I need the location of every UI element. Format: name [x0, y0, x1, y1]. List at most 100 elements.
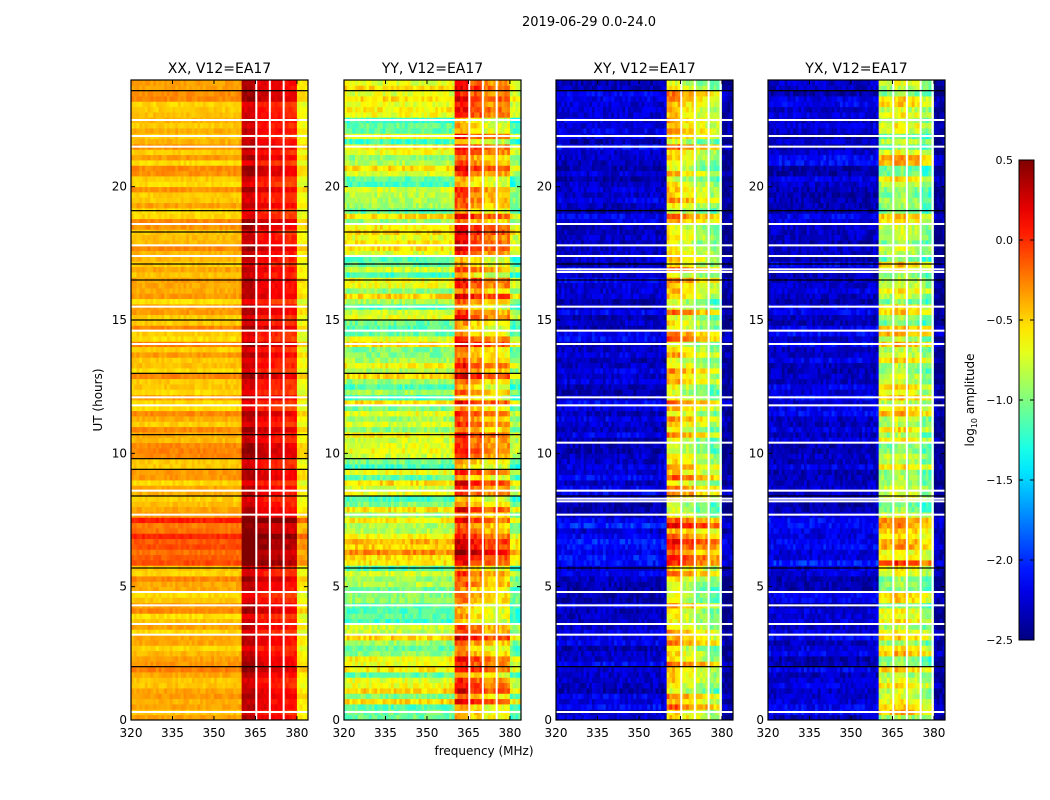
heatmap-cell: [180, 586, 184, 593]
heatmap-cell: [277, 309, 281, 316]
heatmap-cell: [236, 330, 240, 337]
heatmap-cell: [172, 645, 176, 652]
heatmap-cell: [294, 416, 298, 422]
heatmap-cell: [153, 448, 157, 454]
heatmap-cell: [161, 330, 165, 337]
heatmap-cell: [216, 336, 220, 342]
heatmap-cell: [296, 528, 301, 534]
heatmap-cell: [291, 336, 295, 342]
heatmap-cell: [178, 373, 182, 380]
heatmap-cell: [233, 672, 237, 678]
heatmap-cell: [158, 618, 162, 625]
heatmap-cell: [155, 362, 160, 369]
heatmap-cell: [183, 656, 187, 662]
heatmap-cell: [183, 474, 187, 481]
heatmap-cell: [236, 645, 240, 652]
heatmap-cell: [263, 400, 267, 406]
heatmap-cell: [189, 448, 193, 454]
heatmap-cell: [164, 570, 168, 577]
heatmap-cell: [277, 405, 281, 412]
heatmap-cell: [230, 437, 234, 444]
heatmap-cell: [272, 581, 276, 588]
heatmap-cell: [131, 549, 135, 556]
heatmap-cell: [230, 560, 234, 566]
heatmap-cell: [169, 421, 173, 428]
heatmap-cell: [219, 693, 223, 700]
heatmap-cell: [260, 538, 265, 545]
heatmap-cell: [175, 597, 179, 604]
heatmap-cell: [200, 533, 204, 540]
heatmap-cell: [150, 373, 154, 380]
heatmap-cell: [260, 517, 265, 524]
heatmap-cell: [205, 570, 209, 577]
heatmap-cell: [186, 416, 190, 422]
heatmap-cell: [180, 389, 184, 396]
heatmap-cell: [296, 426, 301, 433]
heatmap-cell: [175, 480, 179, 486]
heatmap-cell: [280, 608, 284, 614]
heatmap-cell: [180, 597, 184, 604]
heatmap-cell: [296, 672, 301, 678]
heatmap-cell: [252, 501, 256, 508]
heatmap-cell: [252, 554, 256, 561]
heatmap-cell: [208, 320, 212, 326]
heatmap-cell: [183, 629, 187, 636]
heatmap-cell: [219, 528, 223, 534]
heatmap-cell: [283, 501, 287, 508]
heatmap-cell: [244, 442, 248, 449]
heatmap-cell: [172, 549, 176, 556]
heatmap-cell: [219, 533, 223, 540]
heatmap-cell: [175, 677, 179, 684]
heatmap-cell: [164, 320, 168, 326]
heatmap-cell: [178, 618, 182, 625]
heatmap-cell: [296, 314, 301, 321]
heatmap-cell: [258, 661, 262, 668]
heatmap-cell: [302, 688, 306, 694]
heatmap-cell: [283, 544, 287, 550]
heatmap-cell: [244, 666, 248, 673]
heatmap-cell: [131, 597, 135, 604]
heatmap-cell: [139, 656, 143, 662]
heatmap-cell: [178, 698, 182, 705]
heatmap-cell: [296, 629, 301, 636]
heatmap-cell: [136, 330, 140, 337]
heatmap-cell: [222, 592, 226, 598]
heatmap-cell: [241, 624, 245, 630]
heatmap-cell: [205, 618, 209, 625]
heatmap-cell: [288, 421, 292, 428]
heatmap-cell: [299, 549, 303, 556]
heatmap-cell: [283, 352, 287, 358]
heatmap-cell: [233, 437, 237, 444]
heatmap-cell: [175, 656, 179, 662]
heatmap-cell: [296, 400, 301, 406]
heatmap-cell: [260, 544, 265, 550]
heatmap-cell: [302, 389, 306, 396]
heatmap-cell: [133, 645, 137, 652]
heatmap-cell: [230, 688, 234, 694]
heatmap-cell: [191, 597, 196, 604]
heatmap-cell: [272, 490, 276, 497]
heatmap-cell: [155, 538, 160, 545]
heatmap-cell: [272, 677, 276, 684]
heatmap-cell: [258, 650, 262, 657]
heatmap-cell: [183, 570, 187, 577]
heatmap-cell: [219, 570, 223, 577]
heatmap-cell: [227, 522, 231, 529]
heatmap-cell: [205, 346, 209, 353]
heatmap-cell: [258, 314, 262, 321]
heatmap-cell: [172, 314, 176, 321]
heatmap-cell: [194, 528, 198, 534]
heatmap-cell: [280, 400, 284, 406]
heatmap-cell: [191, 501, 196, 508]
heatmap-cell: [274, 373, 278, 380]
heatmap-cell: [272, 336, 276, 342]
heatmap-cell: [213, 528, 218, 534]
heatmap-cell: [189, 373, 193, 380]
heatmap-cell: [205, 474, 209, 481]
heatmap-cell: [296, 442, 301, 449]
heatmap-cell: [200, 629, 204, 636]
heatmap-cell: [197, 352, 201, 358]
heatmap-cell: [227, 389, 231, 396]
heatmap-cell: [133, 448, 137, 454]
heatmap-cell: [280, 490, 284, 497]
